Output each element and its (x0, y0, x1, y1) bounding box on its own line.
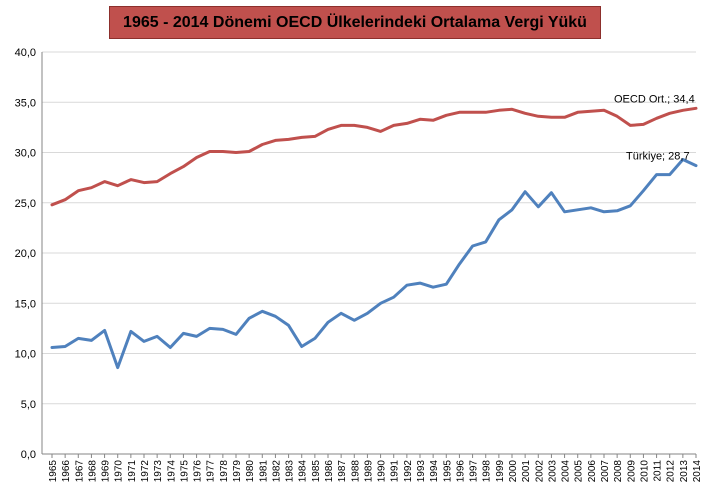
x-tick-label: 1967 (74, 460, 85, 483)
x-tick-label: 1981 (258, 460, 269, 483)
x-tick-label: 1984 (298, 460, 309, 483)
y-tick-label: 35,0 (15, 97, 36, 109)
x-tick-label: 1970 (114, 460, 125, 483)
x-tick-label: 2003 (547, 460, 558, 483)
series-end-label: Türkiye; 28,7 (626, 151, 690, 163)
x-tick-label: 1976 (193, 460, 204, 483)
y-tick-label: 10,0 (15, 349, 36, 361)
x-tick-label: 2013 (679, 460, 690, 483)
x-tick-label: 2011 (653, 460, 664, 482)
gridlines (42, 51, 696, 405)
x-tick-label: 1998 (482, 460, 493, 483)
y-tick-label: 0,0 (21, 449, 36, 461)
x-tick-label: 1982 (271, 460, 282, 483)
x-tick-label: 2010 (639, 460, 650, 483)
x-axis-tick-labels: 1965 1966 1967 1968 1969 1970 1971 1972 1973 1974… (48, 460, 703, 483)
x-tick-label: 1983 (285, 460, 296, 483)
y-tick-label: 40,0 (15, 47, 36, 59)
x-tick-label: 2004 (561, 460, 572, 483)
x-tick-label: 1966 (61, 460, 72, 483)
x-tick-label: 1968 (87, 460, 98, 483)
x-tick-label: 1985 (311, 460, 322, 483)
x-tick-label: 2009 (626, 460, 637, 483)
x-tick-label: 1994 (429, 460, 440, 483)
chart-title: 1965 - 2014 Dönemi OECD Ülkelerindeki Or… (123, 13, 587, 31)
x-tick-label: 2002 (534, 460, 545, 483)
series-end-label: OECD Ort.; 34,4 (614, 93, 695, 105)
y-tick-label: 30,0 (15, 148, 36, 160)
x-tick-label: 2005 (574, 460, 585, 483)
x-tick-label: 1987 (337, 460, 348, 483)
axes (41, 52, 697, 458)
x-tick-label: 1989 (363, 460, 374, 483)
series-line (50, 158, 698, 370)
x-tick-label: 1971 (127, 460, 138, 483)
x-tick-label: 1975 (179, 460, 190, 483)
y-tick-label: 5,0 (21, 399, 36, 411)
x-tick-label: 1972 (140, 460, 151, 483)
x-tick-label: 1965 (48, 460, 59, 483)
x-tick-label: 1973 (153, 460, 164, 483)
y-tick-label: 15,0 (15, 298, 36, 310)
x-tick-label: 2012 (666, 460, 677, 483)
x-tick-label: 1974 (166, 460, 177, 483)
x-tick-label: 1980 (245, 460, 256, 483)
y-axis-tick-labels: 0,0 5,0 10,0 15,0 20,0 25,0 30,0 35,0 40,0 (15, 47, 36, 461)
x-tick-label: 1990 (377, 460, 388, 483)
data-series (50, 106, 698, 370)
x-tick-label: 1988 (350, 460, 361, 483)
x-tick-label: 1969 (101, 460, 112, 483)
x-tick-label: 2001 (521, 460, 532, 483)
y-tick-label: 20,0 (15, 248, 36, 260)
y-tick-label: 25,0 (15, 198, 36, 210)
x-tick-label: 1995 (442, 460, 453, 483)
chart-title-box: 1965 - 2014 Dönemi OECD Ülkelerindeki Or… (109, 6, 601, 39)
x-tick-label: 2008 (613, 460, 624, 483)
x-tick-label: 1999 (495, 460, 506, 483)
x-tick-label: 1992 (403, 460, 414, 483)
x-tick-label: 2000 (508, 460, 519, 483)
series-end-labels: OECD Ort.; 34,4 Türkiye; 28,7 (614, 93, 695, 162)
x-tick-label: 1997 (469, 460, 480, 483)
x-tick-label: 1978 (219, 460, 230, 483)
x-tick-label: 2006 (587, 460, 598, 483)
x-tick-label: 2014 (692, 460, 703, 483)
x-tick-label: 1979 (232, 460, 243, 483)
x-tick-label: 2007 (600, 460, 611, 483)
x-tick-label: 1986 (324, 460, 335, 483)
x-tick-label: 1977 (206, 460, 217, 483)
series-line (50, 106, 698, 207)
x-tick-label: 1991 (390, 460, 401, 483)
x-tick-label: 1996 (455, 460, 466, 483)
x-tick-label: 1993 (416, 460, 427, 483)
